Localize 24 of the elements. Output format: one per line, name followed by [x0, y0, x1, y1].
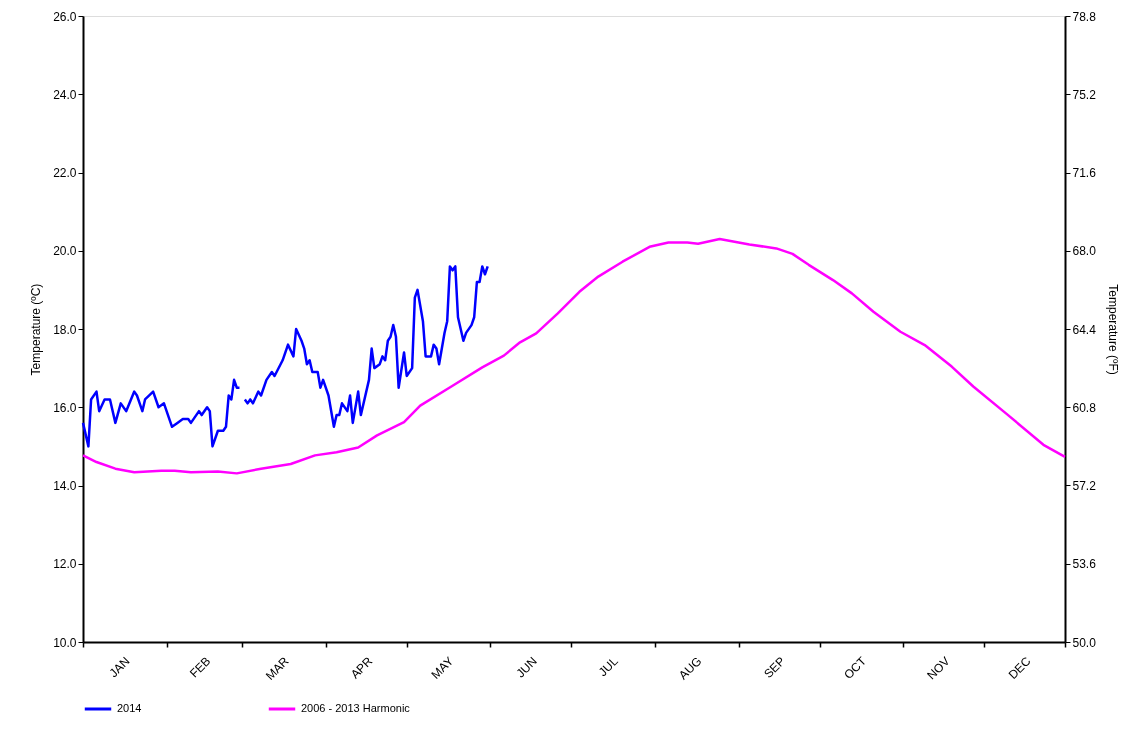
- y-tick-label: 18.0: [53, 322, 77, 337]
- y2-tick-label: 50.0: [1072, 635, 1097, 650]
- x-tick-label: JUL: [595, 653, 621, 680]
- y2-tick-label: 71.6: [1072, 166, 1097, 180]
- y2-tick-label: 53.6: [1072, 557, 1097, 572]
- y2-tick-label: 78.8: [1072, 9, 1097, 24]
- legend-label: 2014: [117, 702, 142, 714]
- y2-tick-label: 60.8: [1072, 400, 1097, 415]
- y-tick-label: 16.0: [53, 400, 77, 415]
- x-tick-label: JAN: [106, 654, 133, 681]
- y-tick-label: 10.0: [53, 635, 77, 650]
- y-tick-label: 26.0: [53, 9, 77, 24]
- y2-tick-label: 75.2: [1072, 87, 1097, 102]
- y-tick-label: 12.0: [53, 557, 77, 572]
- y2-tick-label: 64.4: [1072, 322, 1097, 337]
- y-tick-label: 14.0: [53, 479, 77, 493]
- y-tick-label: 22.0: [53, 166, 77, 180]
- y2-tick-label: 57.2: [1072, 479, 1097, 493]
- y2-tick-label: 68.0: [1072, 244, 1097, 259]
- legend-label: 2006 - 2013 Harmonic: [301, 702, 411, 714]
- y-axis-title: Temperature (ºC): [29, 283, 44, 376]
- y2-axis-title: Temperature (ºF): [1105, 284, 1120, 375]
- y-tick-label: 24.0: [53, 87, 77, 102]
- y-tick-label: 20.0: [53, 244, 77, 259]
